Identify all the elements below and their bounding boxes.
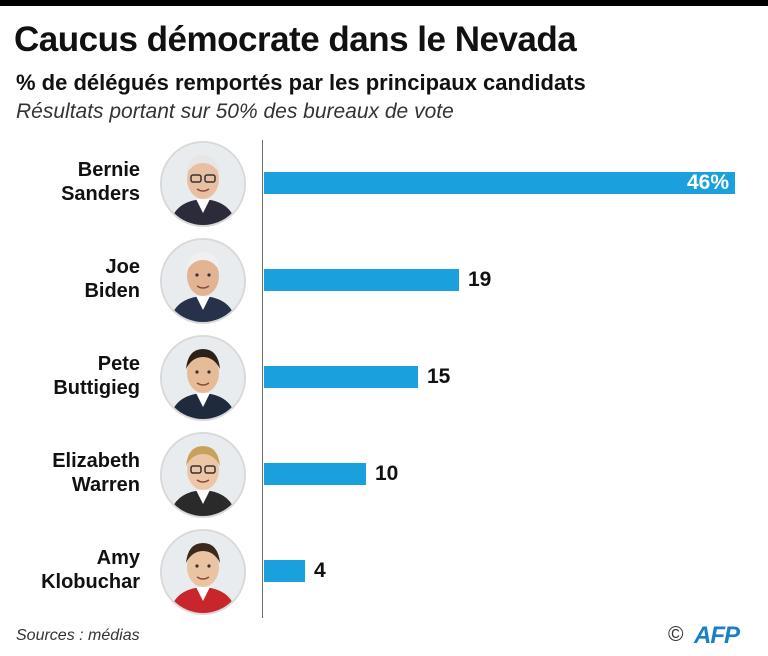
bar-bernie-sanders [264,172,735,194]
candidate-name-line: Bernie [77,159,140,181]
candidate-name-label: Pete Buttigieg [10,352,140,400]
row-elizabeth-warren: Elizabeth Warren 10 [0,427,768,523]
candidate-name-line: Amy [96,547,140,569]
portrait-elizabeth-warren-icon [160,432,246,518]
candidate-name-label: Elizabeth Warren [10,449,140,497]
value-label-pete-buttigieg: 15 [427,365,451,388]
bar-amy-klobuchar [264,560,305,582]
candidate-name-line: Elizabeth [52,450,140,472]
afp-logo: AFP [694,622,740,649]
portrait-amy-klobuchar-icon [160,529,246,615]
portrait-bernie-sanders-icon [160,141,246,227]
top-rule [0,0,768,6]
candidate-name-line: Joe [105,256,140,278]
bar-elizabeth-warren [264,463,366,485]
row-joe-biden: Joe Biden 19 [0,233,768,329]
value-label-bernie-sanders: 46% [686,171,729,194]
candidate-name-line: Buttigieg [53,377,140,399]
candidate-name-line: Warren [71,474,140,496]
value-label-amy-klobuchar: 4 [314,559,326,582]
copyright-symbol: © [668,623,684,646]
candidate-name-line: Sanders [61,183,140,205]
source-note: Sources : médias [16,627,140,644]
chart-subtitle: % de délégués remportés par les principa… [16,70,586,95]
portrait-pete-buttigieg-icon [160,335,246,421]
row-pete-buttigieg: Pete Buttigieg 15 [0,330,768,426]
candidate-name-label: Bernie Sanders [10,158,140,206]
candidate-name-label: Joe Biden [10,255,140,303]
portrait-joe-biden-icon [160,238,246,324]
candidate-name-line: Klobuchar [41,571,140,593]
candidate-name-line: Pete [97,353,140,375]
bar-pete-buttigieg [264,366,418,388]
value-label-joe-biden: 19 [468,268,492,291]
value-label-elizabeth-warren: 10 [375,462,399,485]
candidate-name-label: Amy Klobuchar [10,546,140,594]
candidate-name-line: Biden [84,280,140,302]
bar-joe-biden [264,269,459,291]
row-bernie-sanders: Bernie Sanders 46% [0,136,768,232]
chart-title: Caucus démocrate dans le Nevada [14,20,577,59]
chart-note: Résultats portant sur 50% des bureaux de… [16,100,454,123]
y-axis-line [262,140,263,618]
row-amy-klobuchar: Amy Klobuchar 4 [0,524,768,620]
